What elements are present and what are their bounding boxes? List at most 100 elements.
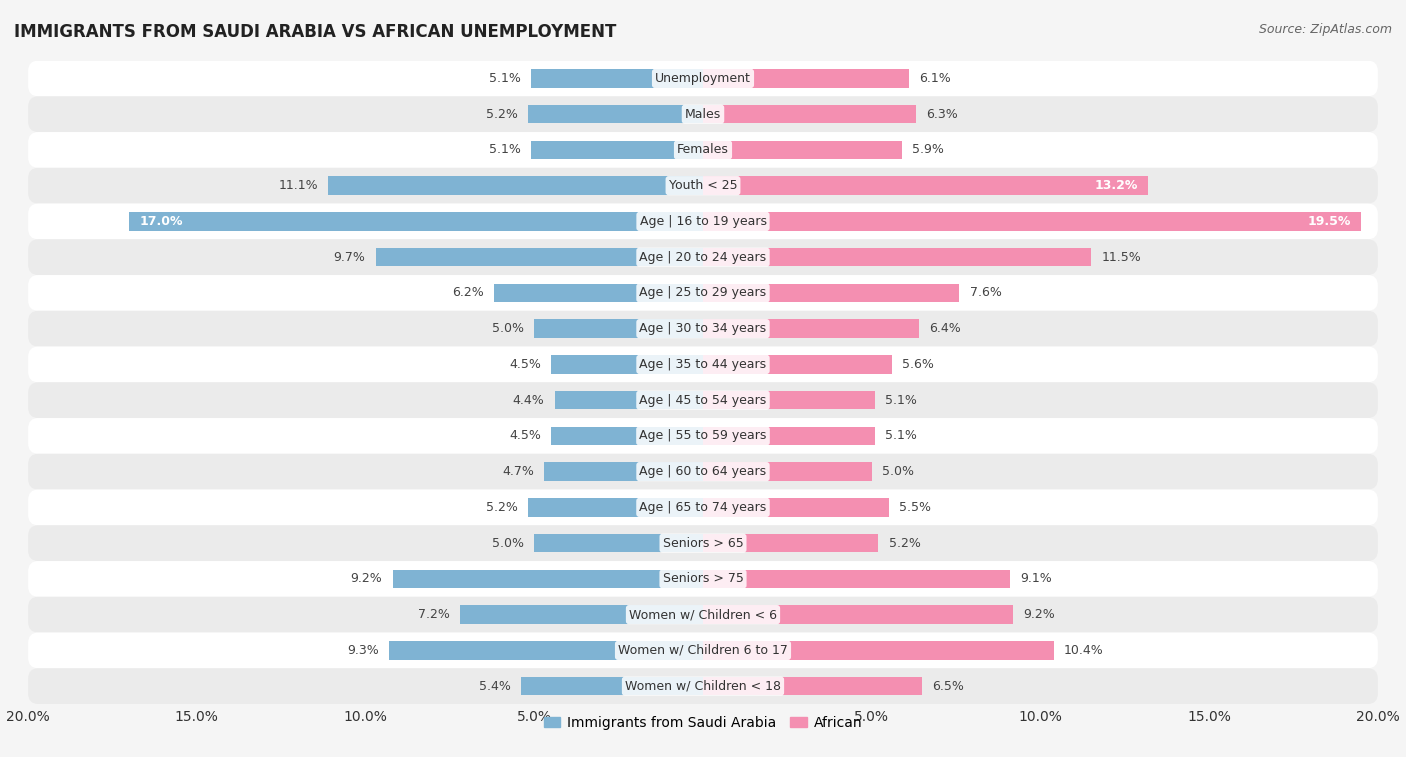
Text: 4.5%: 4.5% xyxy=(509,358,541,371)
Bar xyxy=(703,427,875,445)
FancyBboxPatch shape xyxy=(28,204,1378,239)
FancyBboxPatch shape xyxy=(28,96,1378,132)
Text: Age | 25 to 29 years: Age | 25 to 29 years xyxy=(640,286,766,300)
Bar xyxy=(703,534,879,553)
Bar xyxy=(389,641,703,659)
Bar xyxy=(703,105,915,123)
Text: Women w/ Children 6 to 17: Women w/ Children 6 to 17 xyxy=(619,644,787,657)
FancyBboxPatch shape xyxy=(28,132,1378,168)
Text: 11.5%: 11.5% xyxy=(1101,251,1140,263)
Text: 6.1%: 6.1% xyxy=(920,72,950,85)
Text: 9.2%: 9.2% xyxy=(350,572,382,585)
Bar xyxy=(703,641,1054,659)
Bar xyxy=(554,391,703,410)
Text: Women w/ Children < 6: Women w/ Children < 6 xyxy=(628,608,778,621)
Bar xyxy=(703,606,1014,624)
Text: 13.2%: 13.2% xyxy=(1095,179,1139,192)
Bar xyxy=(544,463,703,481)
Text: 5.2%: 5.2% xyxy=(485,501,517,514)
Bar xyxy=(534,319,703,338)
Bar xyxy=(494,284,703,302)
Text: 7.6%: 7.6% xyxy=(970,286,1001,300)
Text: 6.2%: 6.2% xyxy=(451,286,484,300)
Text: 6.5%: 6.5% xyxy=(932,680,965,693)
Text: 4.7%: 4.7% xyxy=(502,465,534,478)
Text: Source: ZipAtlas.com: Source: ZipAtlas.com xyxy=(1258,23,1392,36)
Bar xyxy=(129,212,703,231)
Text: 5.0%: 5.0% xyxy=(492,537,524,550)
FancyBboxPatch shape xyxy=(28,275,1378,311)
FancyBboxPatch shape xyxy=(28,668,1378,704)
Text: 11.1%: 11.1% xyxy=(278,179,318,192)
FancyBboxPatch shape xyxy=(28,561,1378,597)
Text: 4.4%: 4.4% xyxy=(513,394,544,407)
Text: Women w/ Children < 18: Women w/ Children < 18 xyxy=(626,680,780,693)
FancyBboxPatch shape xyxy=(28,382,1378,418)
Text: 5.2%: 5.2% xyxy=(889,537,921,550)
Text: Unemployment: Unemployment xyxy=(655,72,751,85)
Text: IMMIGRANTS FROM SAUDI ARABIA VS AFRICAN UNEMPLOYMENT: IMMIGRANTS FROM SAUDI ARABIA VS AFRICAN … xyxy=(14,23,616,41)
Bar xyxy=(534,534,703,553)
Text: 5.2%: 5.2% xyxy=(485,107,517,120)
Text: Age | 30 to 34 years: Age | 30 to 34 years xyxy=(640,322,766,335)
Text: 5.1%: 5.1% xyxy=(886,429,917,442)
Bar xyxy=(392,569,703,588)
Text: 7.2%: 7.2% xyxy=(418,608,450,621)
Bar xyxy=(703,212,1361,231)
Bar xyxy=(703,677,922,696)
Text: 4.5%: 4.5% xyxy=(509,429,541,442)
Bar xyxy=(703,69,908,88)
Text: 5.1%: 5.1% xyxy=(489,143,520,157)
FancyBboxPatch shape xyxy=(28,61,1378,96)
Bar xyxy=(703,248,1091,266)
Text: 5.5%: 5.5% xyxy=(898,501,931,514)
Text: 5.1%: 5.1% xyxy=(489,72,520,85)
FancyBboxPatch shape xyxy=(28,453,1378,490)
Bar xyxy=(703,141,903,159)
Text: Age | 35 to 44 years: Age | 35 to 44 years xyxy=(640,358,766,371)
Bar xyxy=(703,355,891,374)
Text: Youth < 25: Youth < 25 xyxy=(669,179,737,192)
FancyBboxPatch shape xyxy=(28,347,1378,382)
Text: 5.9%: 5.9% xyxy=(912,143,943,157)
FancyBboxPatch shape xyxy=(28,525,1378,561)
Bar xyxy=(329,176,703,195)
Bar xyxy=(527,105,703,123)
Bar xyxy=(460,606,703,624)
Text: Age | 65 to 74 years: Age | 65 to 74 years xyxy=(640,501,766,514)
FancyBboxPatch shape xyxy=(28,418,1378,453)
Text: 9.3%: 9.3% xyxy=(347,644,380,657)
Bar xyxy=(703,319,920,338)
Text: 9.1%: 9.1% xyxy=(1021,572,1052,585)
Text: Males: Males xyxy=(685,107,721,120)
Text: 6.3%: 6.3% xyxy=(925,107,957,120)
Text: Seniors > 65: Seniors > 65 xyxy=(662,537,744,550)
Bar xyxy=(375,248,703,266)
Bar xyxy=(703,284,959,302)
Text: Seniors > 75: Seniors > 75 xyxy=(662,572,744,585)
Bar xyxy=(527,498,703,517)
Text: Females: Females xyxy=(678,143,728,157)
FancyBboxPatch shape xyxy=(28,633,1378,668)
Bar xyxy=(703,176,1149,195)
Text: 6.4%: 6.4% xyxy=(929,322,960,335)
Text: 17.0%: 17.0% xyxy=(139,215,183,228)
FancyBboxPatch shape xyxy=(28,311,1378,347)
Text: 5.4%: 5.4% xyxy=(479,680,510,693)
Bar xyxy=(520,677,703,696)
Text: 10.4%: 10.4% xyxy=(1064,644,1104,657)
Bar xyxy=(703,498,889,517)
FancyBboxPatch shape xyxy=(28,490,1378,525)
Bar xyxy=(703,391,875,410)
Text: Age | 20 to 24 years: Age | 20 to 24 years xyxy=(640,251,766,263)
FancyBboxPatch shape xyxy=(28,597,1378,633)
Text: 9.7%: 9.7% xyxy=(333,251,366,263)
Bar xyxy=(703,569,1010,588)
Bar xyxy=(531,69,703,88)
Text: 5.1%: 5.1% xyxy=(886,394,917,407)
FancyBboxPatch shape xyxy=(28,168,1378,204)
FancyBboxPatch shape xyxy=(28,239,1378,275)
Text: 5.6%: 5.6% xyxy=(903,358,934,371)
Text: 19.5%: 19.5% xyxy=(1308,215,1351,228)
Text: 5.0%: 5.0% xyxy=(492,322,524,335)
